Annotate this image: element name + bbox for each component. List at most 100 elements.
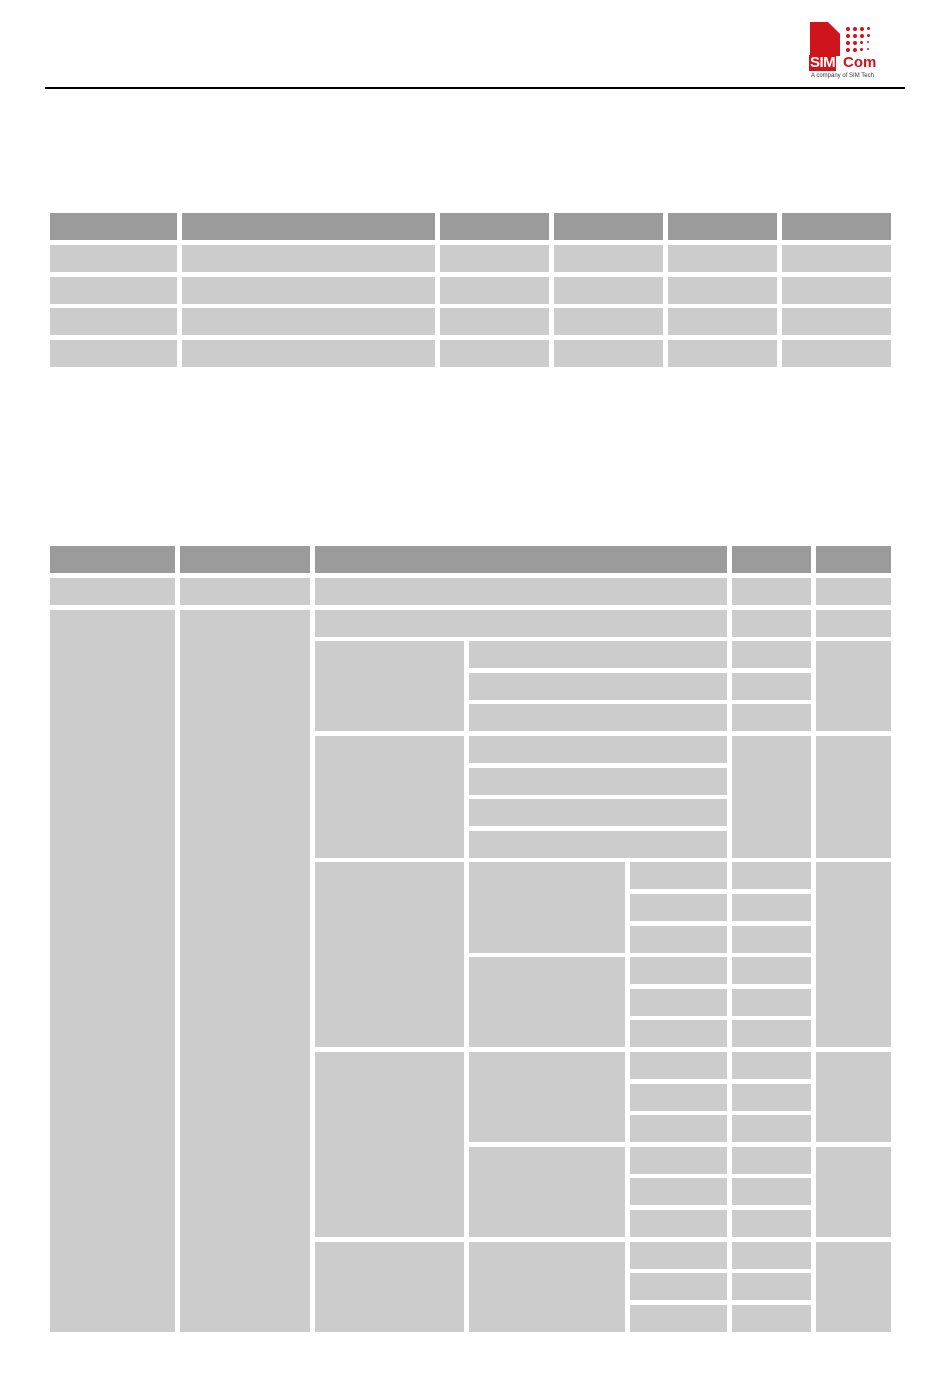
- table-cell: [315, 610, 727, 637]
- table-cell: [732, 926, 811, 953]
- merged-cell: [816, 641, 891, 731]
- table-cell: [732, 1273, 811, 1300]
- table-header-cell: [782, 213, 891, 240]
- table-cell: [554, 245, 663, 272]
- table-cell: [469, 704, 727, 731]
- merged-cell: [816, 1052, 891, 1142]
- table-cell: [630, 1242, 727, 1269]
- merged-cell: [469, 1242, 625, 1332]
- table-cell: [630, 862, 727, 889]
- logo-dot: [853, 41, 857, 45]
- table-cell: [732, 1052, 811, 1079]
- logo-dot: [846, 27, 850, 31]
- table-cell: [440, 245, 549, 272]
- table-cell: [630, 1305, 727, 1332]
- table-cell: [440, 277, 549, 304]
- table-header-cell: [554, 213, 663, 240]
- table-header-cell: [315, 546, 727, 573]
- table-cell: [816, 610, 891, 637]
- table-cell: [182, 277, 435, 304]
- logo-tagline: A company of SIM Tech: [811, 73, 874, 79]
- logo-dot: [867, 34, 870, 37]
- table-cell: [732, 1242, 811, 1269]
- table-cell: [782, 245, 891, 272]
- table-cell: [732, 1020, 811, 1047]
- table-cell: [50, 277, 177, 304]
- merged-cell: [315, 1242, 464, 1332]
- table-cell: [732, 578, 811, 605]
- logo-com-text: Com: [843, 54, 877, 71]
- table-cell: [630, 894, 727, 921]
- table-cell: [469, 673, 727, 700]
- table-header-cell: [440, 213, 549, 240]
- table-cell: [732, 862, 811, 889]
- table-cell: [630, 1273, 727, 1300]
- table-cell: [50, 578, 175, 605]
- table-header-cell: [668, 213, 777, 240]
- table-cell: [50, 245, 177, 272]
- table-cell: [440, 308, 549, 335]
- logo-dot: [867, 48, 869, 50]
- table-cell: [630, 1210, 727, 1237]
- table-cell: [440, 340, 549, 367]
- table-cell: [732, 1210, 811, 1237]
- merged-cell: [816, 1147, 891, 1237]
- merged-cell: [469, 957, 625, 1047]
- table-cell: [182, 340, 435, 367]
- merged-cell: [315, 736, 464, 858]
- merged-cell: [469, 862, 625, 953]
- table-cell: [668, 245, 777, 272]
- table-cell: [182, 245, 435, 272]
- table-cell: [50, 308, 177, 335]
- table-cell: [630, 1084, 727, 1111]
- table-cell: [782, 308, 891, 335]
- table-cell: [732, 1178, 811, 1205]
- table-cell: [732, 1084, 811, 1111]
- logo-sim-text: SIM: [809, 54, 837, 71]
- table-cell: [630, 1115, 727, 1142]
- table-cell: [469, 736, 727, 763]
- table-cell: [732, 641, 811, 668]
- table-cell: [630, 1147, 727, 1174]
- table-cell: [50, 340, 177, 367]
- logo-dot: [853, 34, 857, 38]
- merged-cell: [315, 1052, 464, 1237]
- table-header-cell: [182, 213, 435, 240]
- table-cell: [732, 989, 811, 1016]
- merged-cell: [50, 610, 175, 1332]
- table-cell: [469, 831, 727, 858]
- table-cell: [782, 340, 891, 367]
- table-cell: [732, 1115, 811, 1142]
- table-cell: [668, 340, 777, 367]
- table-cell: [630, 989, 727, 1016]
- table-cell: [554, 308, 663, 335]
- table-cell: [630, 1052, 727, 1079]
- simcom-logo: SIM Com A company of SIM Tech: [809, 22, 884, 84]
- table-cell: [469, 768, 727, 795]
- table-cell: [668, 277, 777, 304]
- table-cell: [732, 894, 811, 921]
- logo-dot: [860, 48, 863, 51]
- table-cell: [630, 1020, 727, 1047]
- table-cell: [668, 308, 777, 335]
- table-cell: [782, 277, 891, 304]
- logo-dot: [860, 41, 863, 44]
- table-header-cell: [732, 546, 811, 573]
- merged-cell: [469, 1052, 625, 1142]
- table-header-cell: [50, 213, 177, 240]
- table-cell: [630, 957, 727, 984]
- logo-dot: [853, 27, 857, 31]
- logo-dot: [853, 48, 857, 52]
- table-cell: [732, 673, 811, 700]
- merged-cell: [315, 862, 464, 1047]
- table-cell: [732, 957, 811, 984]
- logo-dot: [867, 41, 869, 43]
- table-cell: [180, 578, 310, 605]
- table-cell: [732, 1305, 811, 1332]
- logo-dot: [846, 34, 850, 38]
- table-cell: [732, 610, 811, 637]
- dot-grid-icon: [846, 27, 876, 55]
- merged-cell: [816, 1242, 891, 1332]
- merged-cell: [732, 736, 811, 858]
- logo-dot: [867, 27, 870, 30]
